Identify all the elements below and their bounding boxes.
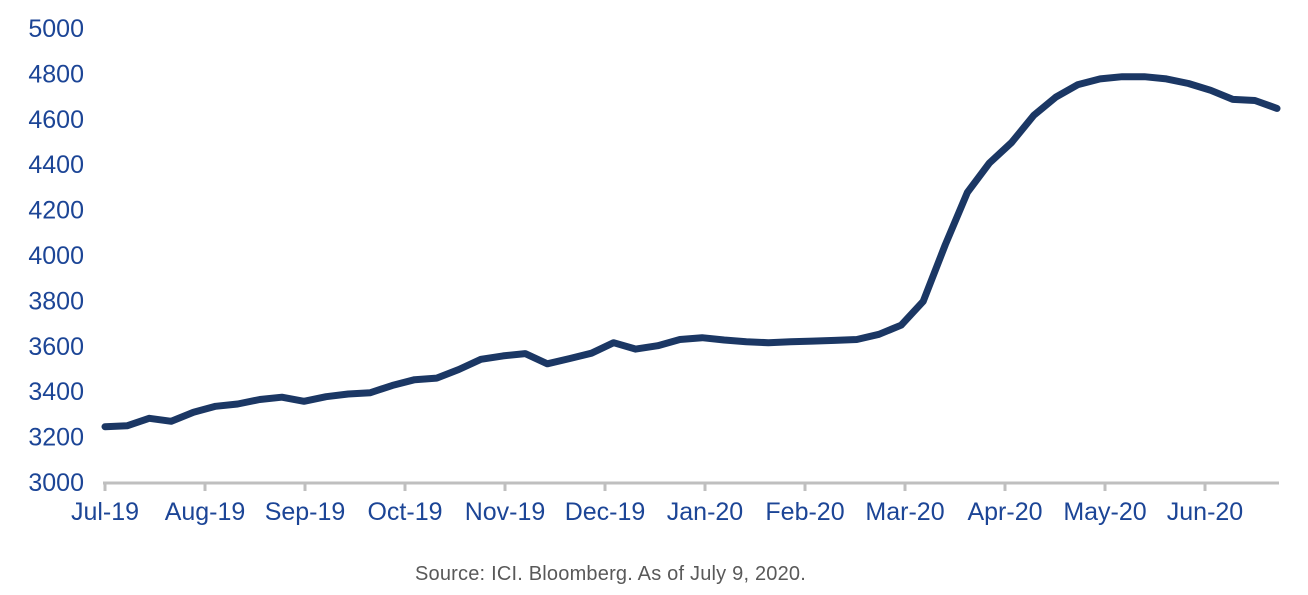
source-note: Source: ICI. Bloomberg. As of July 9, 20… xyxy=(414,563,807,585)
x-axis-tick-label: Oct-19 xyxy=(367,498,442,526)
x-axis-tick-label: Mar-20 xyxy=(865,498,944,526)
x-axis-tick-label: Feb-20 xyxy=(765,498,844,526)
x-axis-tick-label: Nov-19 xyxy=(465,498,546,526)
y-axis-tick-label: 3600 xyxy=(28,333,84,361)
y-axis-tick-label: 4800 xyxy=(28,60,84,88)
y-axis-tick-label: 4200 xyxy=(28,197,84,225)
y-axis-tick-label: 5000 xyxy=(28,15,84,43)
y-axis-tick-label: 4400 xyxy=(28,151,84,179)
y-axis-tick-label: 3400 xyxy=(28,378,84,406)
y-axis-tick-label: 4600 xyxy=(28,106,84,134)
y-axis-tick-label: 3000 xyxy=(28,469,84,497)
x-axis-tick-label: Dec-19 xyxy=(565,498,646,526)
data-line-money-market-assets xyxy=(101,73,1281,431)
y-axis-tick-label: 3800 xyxy=(28,287,84,315)
x-axis-tick-label: Sep-19 xyxy=(265,498,346,526)
x-axis-tick-label: Apr-20 xyxy=(967,498,1042,526)
x-axis-tick-label: May-20 xyxy=(1063,498,1146,526)
y-axis-tick-label: 3200 xyxy=(28,424,84,452)
y-axis-tick-label: 4000 xyxy=(28,242,84,270)
x-axis-tick-label: Jul-19 xyxy=(71,498,139,526)
x-axis-tick-label: Aug-19 xyxy=(165,498,246,526)
x-axis-tick-label: Jun-20 xyxy=(1167,498,1243,526)
x-axis-tick-label: Jan-20 xyxy=(667,498,743,526)
